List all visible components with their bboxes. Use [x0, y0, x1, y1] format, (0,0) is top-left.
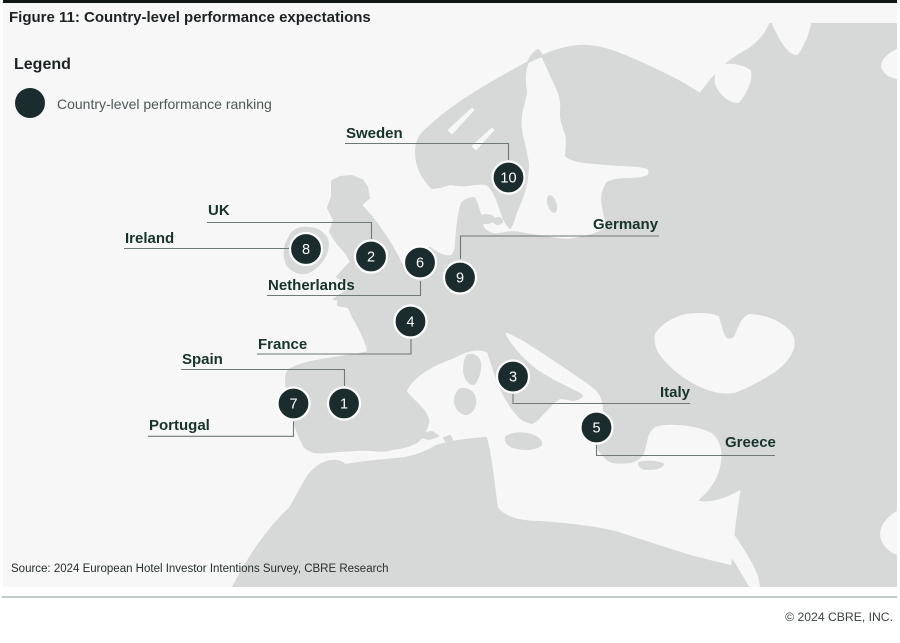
svg-text:8: 8 — [302, 242, 310, 258]
svg-text:9: 9 — [456, 271, 464, 287]
svg-text:5: 5 — [592, 421, 600, 437]
svg-text:3: 3 — [509, 370, 517, 386]
svg-text:6: 6 — [416, 256, 424, 272]
svg-text:10: 10 — [500, 171, 516, 187]
svg-text:1: 1 — [340, 397, 348, 413]
svg-text:7: 7 — [289, 397, 297, 413]
svg-text:2: 2 — [367, 250, 375, 266]
svg-text:4: 4 — [406, 315, 414, 331]
